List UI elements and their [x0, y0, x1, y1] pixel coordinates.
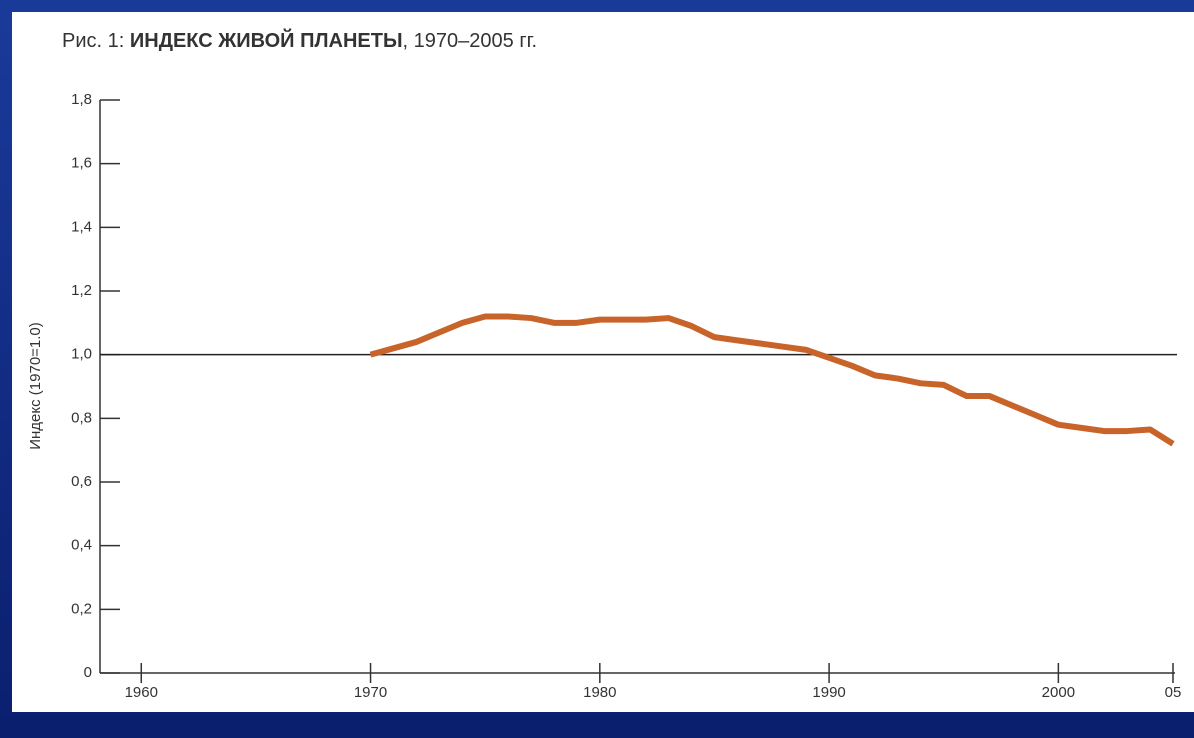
chart-title: Рис. 1: ИНДЕКС ЖИВОЙ ПЛАНЕТЫ, 1970–2005 …	[62, 30, 537, 53]
x-tick-label: 2000	[1042, 684, 1075, 701]
title-prefix: Рис. 1:	[62, 30, 125, 52]
x-tick-label: 1980	[583, 684, 616, 701]
slide-panel	[12, 12, 1194, 712]
x-tick-label: 1960	[125, 684, 158, 701]
data-line	[369, 313, 1175, 447]
y-tick-label: 1,8	[71, 91, 92, 108]
x-tick-label: 1970	[354, 684, 387, 701]
title-main: ИНДЕКС ЖИВОЙ ПЛАНЕТЫ	[129, 30, 403, 52]
title-suffix: , 1970–2005 гг.	[402, 30, 538, 52]
y-tick-label: 0,8	[71, 409, 92, 426]
y-tick-label: 1,2	[71, 282, 92, 299]
y-tick-label: 1,4	[71, 218, 92, 235]
x-tick-label: 05	[1165, 684, 1182, 701]
y-tick-label: 0,4	[71, 537, 92, 554]
y-axis-label: Индекс (1970=1.0)	[27, 322, 44, 450]
x-tick-label: 1990	[812, 684, 845, 701]
y-tick-label: 0,2	[71, 600, 92, 617]
y-tick-label: 0	[84, 664, 92, 681]
y-tick-label: 0,6	[71, 473, 92, 490]
y-tick-label: 1,6	[71, 155, 92, 172]
y-tick-label: 1,0	[71, 346, 92, 363]
